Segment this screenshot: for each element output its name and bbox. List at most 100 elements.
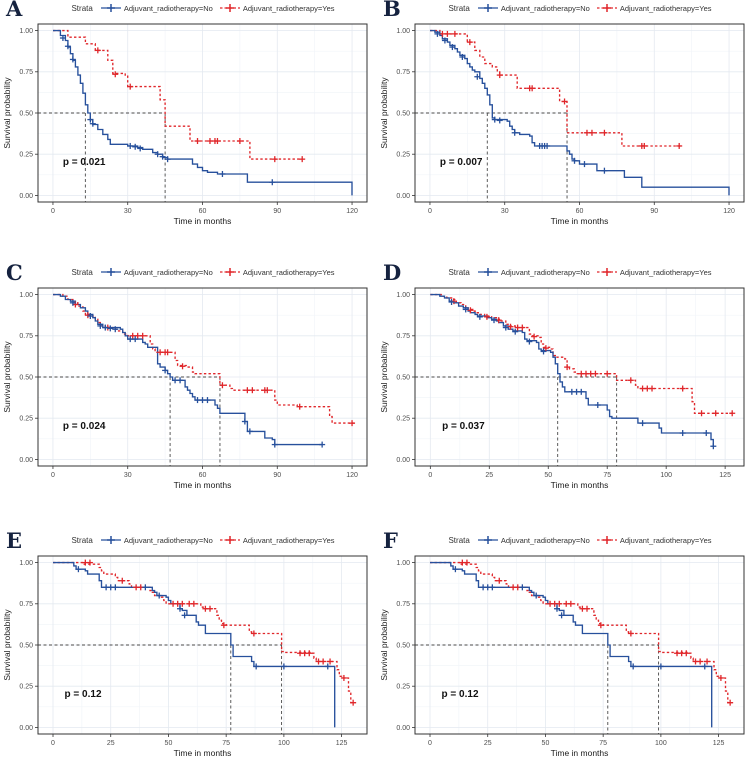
axes: 0 30 60 90 120 1.00 0.75 0.50 0.25 0.00 — [19, 292, 358, 479]
y-tick-label: 0.75 — [19, 601, 33, 608]
km-panel-c: C Strata Adjuvant_radiotherapy=No Adjuva… — [0, 260, 376, 494]
km-panel-b: B Strata Adjuvant_radiotherapy=No Adjuva… — [377, 0, 753, 230]
y-tick-label: 1.00 — [19, 560, 33, 567]
legend-title: Strata — [448, 535, 470, 545]
censor-marks-no — [448, 299, 717, 450]
panel-letter: B — [383, 0, 401, 21]
legend-label-yes: Adjuvant_radiotherapy=Yes — [619, 535, 712, 545]
panel-letter: F — [383, 528, 398, 553]
x-tick-label: 25 — [485, 472, 493, 479]
legend-title: Strata — [71, 3, 93, 13]
censor-marks-yes — [459, 559, 734, 706]
y-axis-title: Survival probability — [2, 77, 12, 149]
legend-label-yes: Adjuvant_radiotherapy=Yes — [242, 3, 335, 13]
km-plot-b: 0 30 60 90 120 1.00 0.75 0.50 0.25 0.00 Time in mo… — [379, 23, 745, 226]
x-tick-label: 25 — [484, 740, 492, 747]
no-series-symbol-icon — [100, 4, 121, 12]
legend-item-no: Adjuvant_radiotherapy=No — [100, 267, 213, 277]
no-series-symbol-icon — [477, 268, 498, 276]
y-tick-label: 0.00 — [396, 725, 410, 732]
y-tick-label: 0.25 — [19, 152, 33, 159]
y-tick-label: 0.50 — [19, 110, 33, 117]
legend-label-yes: Adjuvant_radiotherapy=Yes — [619, 267, 712, 277]
legend-item-yes: Adjuvant_radiotherapy=Yes — [219, 267, 335, 277]
axes: 0 30 60 90 120 1.00 0.75 0.50 0.25 0.00 — [396, 28, 735, 215]
legend: Strata Adjuvant_radiotherapy=No Adjuvant… — [377, 264, 753, 280]
x-tick-label: 75 — [222, 740, 230, 747]
km-plot-a: 0 30 60 90 120 1.00 0.75 0.50 0.25 0.00 Time in mo… — [2, 23, 368, 226]
km-plot-d: 0 25 50 75 100 125 1.00 0.75 0.50 0.25 0.00 Time in… — [379, 287, 745, 490]
median-reference-lines — [415, 376, 618, 466]
x-tick-label: 60 — [199, 472, 207, 479]
km-curve-yes — [430, 29, 682, 147]
x-tick-label: 50 — [165, 740, 173, 747]
panel-letter: D — [383, 260, 402, 285]
x-tick-label: 125 — [336, 740, 348, 747]
y-tick-label: 1.00 — [19, 292, 33, 299]
panel-letter: C — [6, 260, 23, 285]
censor-marks-no — [69, 299, 326, 448]
no-series-symbol-icon — [100, 536, 121, 544]
panel-letter: A — [6, 0, 23, 21]
x-tick-label: 125 — [713, 740, 725, 747]
legend-label-no: Adjuvant_radiotherapy=No — [123, 3, 213, 13]
legend-label-no: Adjuvant_radiotherapy=No — [123, 535, 213, 545]
x-tick-label: 100 — [660, 472, 672, 479]
legend: Strata Adjuvant_radiotherapy=No Adjuvant… — [377, 0, 753, 16]
x-tick-label: 0 — [51, 472, 55, 479]
yes-series-symbol-icon — [596, 4, 617, 12]
km-curve-yes — [430, 293, 733, 414]
legend-item-no: Adjuvant_radiotherapy=No — [100, 535, 213, 545]
yes-series-symbol-icon — [219, 4, 240, 12]
yes-series-symbol-icon — [596, 268, 617, 276]
legend-label-no: Adjuvant_radiotherapy=No — [500, 535, 590, 545]
legend-label-yes: Adjuvant_radiotherapy=Yes — [242, 267, 335, 277]
median-reference-lines — [38, 644, 283, 734]
y-tick-label: 0.00 — [19, 193, 33, 200]
legend-label-no: Adjuvant_radiotherapy=No — [500, 267, 590, 277]
y-tick-label: 0.00 — [396, 193, 410, 200]
x-tick-label: 60 — [199, 208, 207, 215]
x-tick-label: 0 — [428, 740, 432, 747]
y-axis-title: Survival probability — [2, 341, 12, 413]
x-tick-label: 60 — [576, 208, 584, 215]
legend: Strata Adjuvant_radiotherapy=No Adjuvant… — [0, 264, 376, 280]
x-tick-label: 100 — [655, 740, 667, 747]
x-tick-label: 50 — [544, 472, 552, 479]
km-panel-a: A Strata Adjuvant_radiotherapy=No Adjuva… — [0, 0, 376, 230]
censor-marks-no — [452, 566, 708, 670]
median-reference-lines — [415, 644, 660, 734]
yes-series-symbol-icon — [219, 268, 240, 276]
y-tick-label: 1.00 — [396, 28, 410, 35]
legend-item-yes: Adjuvant_radiotherapy=Yes — [219, 3, 335, 13]
legend-item-yes: Adjuvant_radiotherapy=Yes — [219, 535, 335, 545]
legend-item-no: Adjuvant_radiotherapy=No — [477, 535, 590, 545]
y-tick-label: 0.00 — [19, 725, 33, 732]
x-tick-label: 30 — [124, 208, 132, 215]
x-tick-label: 120 — [346, 208, 358, 215]
x-tick-label: 0 — [428, 208, 432, 215]
x-axis-title: Time in months — [551, 480, 609, 490]
y-axis-title: Survival probability — [379, 341, 389, 413]
x-axis-title: Time in months — [551, 216, 609, 226]
y-tick-label: 0.75 — [396, 69, 410, 76]
y-axis-title: Survival probability — [379, 609, 389, 681]
km-curve-no — [430, 293, 714, 447]
x-tick-label: 30 — [124, 472, 132, 479]
legend-item-no: Adjuvant_radiotherapy=No — [477, 267, 590, 277]
legend-item-no: Adjuvant_radiotherapy=No — [477, 3, 590, 13]
x-tick-label: 0 — [428, 472, 432, 479]
p-value: p = 0.024 — [63, 421, 106, 432]
y-tick-label: 1.00 — [396, 292, 410, 299]
p-value: p = 0.12 — [442, 689, 479, 700]
censor-marks-yes — [439, 30, 683, 149]
x-tick-label: 100 — [278, 740, 290, 747]
censor-marks-no — [59, 35, 276, 186]
y-tick-label: 0.25 — [19, 684, 33, 691]
x-tick-label: 0 — [51, 740, 55, 747]
legend-label-yes: Adjuvant_radiotherapy=Yes — [619, 3, 712, 13]
x-tick-label: 75 — [603, 472, 611, 479]
legend-title: Strata — [448, 3, 470, 13]
p-value: p = 0.12 — [65, 689, 102, 700]
km-panel-f: F Strata Adjuvant_radiotherapy=No Adjuva… — [377, 528, 753, 762]
